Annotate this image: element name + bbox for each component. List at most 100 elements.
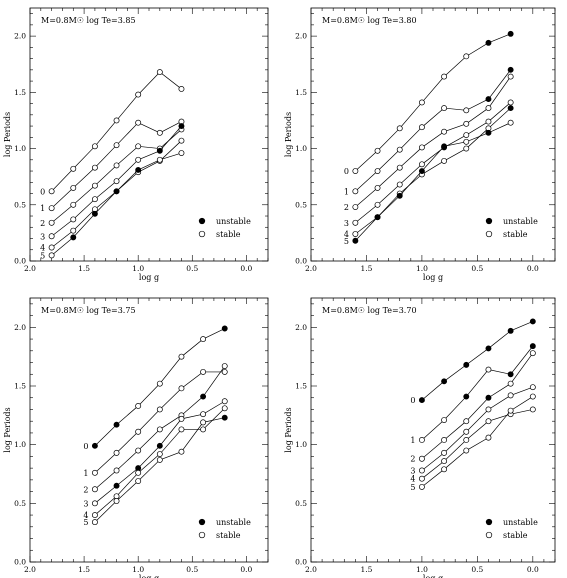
stable-point (135, 91, 142, 98)
y-axis-label: log Periods (3, 407, 12, 452)
series-1: 1 (344, 66, 514, 196)
y-tick-label: 0.5 (14, 200, 26, 209)
x-tick-label: 0.0 (240, 565, 252, 574)
legend-label: stable (216, 230, 241, 239)
unstable-point (463, 393, 470, 400)
stable-point (418, 475, 425, 482)
unstable-point (507, 30, 514, 37)
unstable-point (485, 96, 492, 103)
y-tick-label: 1.0 (295, 440, 307, 449)
unstable-point (418, 168, 425, 174)
legend-stable-marker (198, 531, 206, 539)
series-4: 4 (40, 137, 185, 253)
stable-point (178, 353, 185, 360)
mode-label: 1 (83, 469, 88, 478)
stable-point (178, 448, 185, 455)
series-line (421, 409, 533, 479)
stable-point (396, 146, 403, 153)
legend-unstable-marker (198, 518, 206, 526)
series-3: 3 (83, 398, 228, 508)
series-3: 3 (410, 384, 536, 475)
stable-point (418, 483, 425, 490)
series-line (421, 352, 534, 460)
stable-point (485, 366, 492, 373)
y-tick-label: 1.0 (14, 144, 26, 153)
stable-point (178, 426, 185, 433)
stable-point (178, 385, 185, 392)
stable-point (441, 417, 448, 423)
unstable-point (156, 147, 163, 154)
legend-stable-marker (485, 531, 493, 539)
mode-label: 5 (344, 237, 349, 246)
unstable-point (156, 442, 163, 449)
stable-point (70, 216, 77, 223)
mode-label: 0 (40, 187, 45, 196)
mode-label: 0 (83, 442, 88, 451)
stable-point (135, 428, 142, 435)
mode-label: 1 (344, 187, 349, 196)
x-tick-label: 2.0 (305, 264, 317, 273)
unstable-point (418, 397, 425, 404)
x-tick-label: 0.0 (527, 565, 539, 574)
stable-point (178, 150, 185, 157)
mode-label: 4 (83, 511, 88, 520)
stable-point (463, 107, 470, 114)
stable-point (485, 105, 492, 112)
stable-point (91, 196, 98, 203)
stable-point (463, 418, 470, 425)
x-tick-label: 2.0 (24, 264, 36, 273)
stable-point (200, 426, 207, 433)
x-tick-label: 1.0 (132, 264, 144, 273)
series-line (421, 345, 534, 441)
series-0: 0 (83, 325, 228, 451)
series-line (355, 33, 511, 172)
stable-point (441, 466, 448, 473)
chart-title: M=0.8M☉ log Te=3.75 (41, 306, 136, 315)
unstable-point (91, 210, 98, 217)
unstable-point (70, 234, 77, 241)
stable-point (178, 415, 185, 422)
unstable-point (396, 192, 403, 199)
legend-label: unstable (503, 217, 538, 226)
y-tick-label: 1.5 (14, 382, 26, 391)
x-tick-label: 1.0 (132, 565, 144, 574)
stable-point (529, 384, 536, 391)
unstable-point (507, 105, 514, 112)
legend: unstable stable (485, 518, 538, 540)
stable-point (200, 336, 207, 343)
series-2: 2 (344, 73, 514, 212)
stable-point (221, 368, 228, 375)
series-3: 3 (40, 123, 185, 241)
chart-title: M=0.8M☉ log Te=3.70 (322, 306, 417, 315)
series-0: 0 (344, 30, 514, 176)
legend-label: unstable (216, 217, 251, 226)
x-tick-label: 1.5 (78, 264, 90, 273)
stable-point (463, 132, 470, 139)
mode-label: 2 (410, 455, 415, 464)
stable-point (135, 402, 142, 409)
stable-point (221, 363, 228, 370)
unstable-point (113, 482, 120, 489)
stable-point (70, 184, 77, 191)
x-tick-label: 2.0 (24, 565, 36, 574)
stable-point (441, 105, 448, 112)
mode-label: 3 (40, 232, 45, 241)
x-axis-label: log g (423, 273, 443, 282)
y-tick-label: 1.0 (14, 440, 26, 449)
stable-point (70, 227, 77, 234)
stable-point (441, 458, 448, 465)
stable-point (156, 456, 163, 463)
series-1: 1 (40, 118, 185, 213)
stable-point (507, 119, 514, 126)
series-line (355, 122, 511, 241)
stable-point (418, 124, 425, 131)
series-2: 2 (410, 350, 536, 464)
stable-point (463, 447, 470, 454)
stable-point (178, 137, 185, 144)
series-1: 1 (83, 368, 228, 478)
x-axis-label: log g (139, 574, 159, 578)
unstable-point (463, 361, 470, 368)
stable-point (485, 118, 492, 125)
y-tick-label: 0.5 (295, 200, 307, 209)
unstable-point (113, 421, 120, 428)
